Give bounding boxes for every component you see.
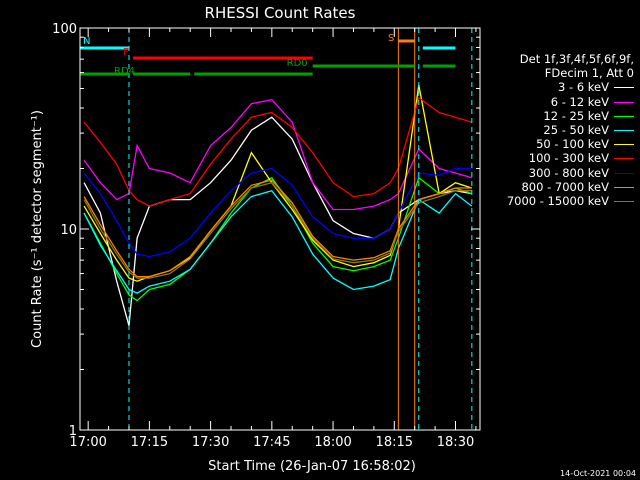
legend-item-3-6-kev: 3 - 6 keV [482, 80, 634, 94]
legend-label: 25 - 50 keV [543, 123, 609, 138]
legend-label: 100 - 300 keV [528, 151, 609, 166]
legend-label: 7000 - 15000 keV [506, 194, 609, 209]
state-label-s: S [388, 33, 394, 44]
series-line-800-7000-kev [83, 179, 472, 278]
x-tick-label: 18:30 [437, 435, 474, 450]
timestamp: 14-Oct-2021 00:04 [560, 469, 636, 478]
legend-label: 12 - 25 keV [543, 108, 609, 123]
x-tick-label: 18:00 [314, 435, 351, 450]
y-tick-label: 1 [69, 424, 77, 439]
state-label-f: F [123, 47, 129, 58]
legend-item-25-50-kev: 25 - 50 keV [482, 123, 634, 137]
state-label-rd4: RD4 [114, 66, 135, 77]
legend-label: 300 - 800 keV [528, 165, 609, 180]
series-line-25-50-kev [83, 189, 473, 294]
legend-swatch [614, 172, 634, 174]
legend-label: 6 - 12 keV [550, 94, 609, 109]
x-tick-label: 17:30 [192, 435, 229, 450]
legend-label: 3 - 6 keV [558, 80, 609, 95]
legend-item-6-12-kev: 6 - 12 keV [482, 95, 634, 109]
legend-swatch [614, 186, 634, 188]
x-tick-label: 18:15 [376, 435, 413, 450]
legend-swatch [614, 144, 634, 146]
legend-swatch [614, 87, 634, 89]
legend-header-1: Det 1f,3f,4f,5f,6f,9f, [519, 52, 634, 66]
x-tick-label: 17:00 [69, 435, 106, 450]
legend-item-100-300-kev: 100 - 300 keV [482, 151, 634, 165]
x-tick-label: 17:45 [253, 435, 290, 450]
legend-item-12-25-kev: 12 - 25 keV [482, 109, 634, 123]
series-line-100-300-kev [83, 96, 472, 207]
legend-item-300-800-kev: 300 - 800 keV [482, 166, 634, 180]
chart-title: RHESSI Count Rates [205, 4, 356, 22]
series-line-3-6-kev [83, 116, 472, 326]
legend-item-800-7000-kev: 800 - 7000 keV [482, 180, 634, 194]
legend-swatch [614, 201, 634, 203]
state-label-rd0: RD0 [287, 58, 308, 69]
legend-swatch [614, 158, 634, 160]
legend-label: 800 - 7000 keV [521, 179, 609, 194]
series-line-300-800-kev [83, 167, 472, 258]
x-axis-label: Start Time (26-Jan-07 16:58:02) [208, 459, 416, 474]
series-line-7000-15000-kev [83, 181, 472, 279]
legend-item-50-100-kev: 50 - 100 keV [482, 137, 634, 151]
state-label-n: N [83, 36, 90, 47]
y-tick-label: 10 [60, 223, 77, 238]
legend-swatch [614, 115, 634, 117]
y-tick-label: 100 [52, 22, 77, 37]
legend-label: 50 - 100 keV [536, 137, 609, 152]
legend-item-7000-15000-kev: 7000 - 15000 keV [482, 194, 634, 208]
legend-header-2: FDecim 1, Att 0 [544, 66, 634, 81]
x-tick-label: 17:15 [131, 435, 168, 450]
series-line-12-25-kev [83, 176, 473, 302]
legend: Det 1f,3f,4f,5f,6f,9f, FDecim 1, Att 0 3… [482, 52, 634, 208]
y-axis-label: Count Rate (s⁻¹ detector segment⁻¹) [30, 110, 45, 348]
legend-swatch [614, 130, 634, 132]
legend-swatch [614, 101, 634, 103]
